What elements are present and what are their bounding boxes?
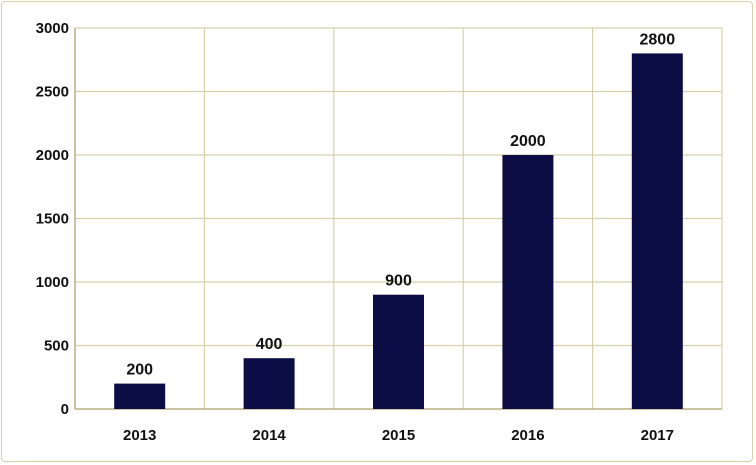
y-tick-label: 1000 (36, 274, 69, 291)
y-tick-label: 2000 (36, 147, 69, 164)
x-tick-labels: 2013 2014 2015 2016 2017 (123, 427, 674, 444)
data-label-2016: 2000 (510, 133, 546, 150)
bar-2014 (243, 358, 295, 409)
grid-lines (75, 27, 723, 409)
data-label-2013: 200 (126, 362, 153, 379)
bar-2016 (502, 155, 554, 409)
y-tick-label: 3000 (36, 20, 69, 37)
bar-2013 (114, 383, 166, 409)
y-tick-label: 0 (61, 401, 69, 418)
x-tick-label-2015: 2015 (382, 427, 415, 444)
data-labels: 200 400 900 2000 2800 (126, 31, 675, 378)
x-tick-label-2013: 2013 (123, 427, 156, 444)
y-tick-label: 1500 (36, 211, 69, 228)
y-tick-label: 500 (44, 338, 69, 355)
x-tick-label-2014: 2014 (252, 427, 286, 444)
bar-2015 (373, 294, 424, 409)
bar-2017 (631, 53, 683, 410)
y-tick-labels: 0 500 1000 1500 2000 2500 3000 (36, 20, 69, 418)
x-tick-label-2016: 2016 (511, 427, 544, 444)
data-label-2017: 2800 (640, 31, 676, 48)
y-tick-label: 2500 (36, 84, 69, 101)
x-tick-label-2017: 2017 (641, 427, 674, 444)
data-label-2014: 400 (256, 336, 283, 353)
bars (114, 53, 683, 410)
data-label-2015: 900 (385, 273, 412, 290)
